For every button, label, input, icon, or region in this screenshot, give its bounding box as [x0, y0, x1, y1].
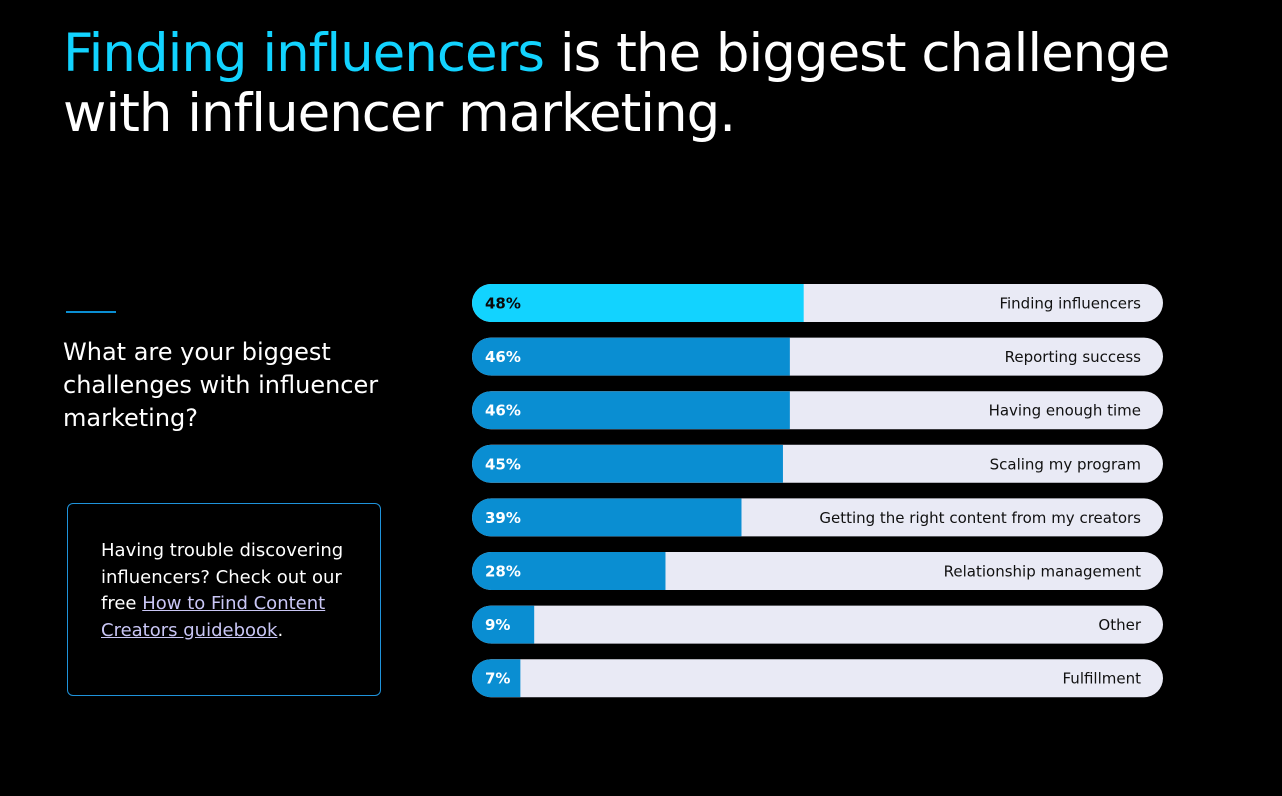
bar [472, 337, 790, 376]
category-label: Relationship management [944, 563, 1141, 581]
category-label: Finding influencers [999, 295, 1141, 313]
title-highlight: Finding influencers [63, 23, 545, 84]
category-label: Having enough time [989, 402, 1141, 420]
bar [472, 605, 535, 644]
title-block: Finding influencers is the biggest chall… [63, 24, 1213, 144]
value-label: 7% [485, 670, 510, 688]
value-label: 28% [485, 563, 521, 581]
bar [472, 659, 521, 698]
value-label: 46% [485, 402, 521, 420]
callout-end: . [277, 619, 284, 641]
category-label: Other [1098, 616, 1141, 634]
bar [472, 498, 742, 537]
category-label: Getting the right content from my creato… [819, 509, 1141, 527]
guidebook-link[interactable]: How to Find Content Creators guidebook [101, 593, 326, 641]
accent-rule [66, 311, 116, 313]
value-label: 45% [485, 455, 521, 473]
category-label: Scaling my program [990, 455, 1141, 473]
bar [472, 391, 790, 430]
bar [472, 444, 783, 483]
value-label: 39% [485, 509, 521, 527]
chart-title: is the biggest challenge with influencer… [63, 23, 1171, 144]
value-label: 46% [485, 348, 521, 366]
callout-box: Having trouble discovering influencers? … [67, 503, 381, 696]
value-label: 9% [485, 616, 510, 634]
bar-track [472, 659, 1163, 698]
question: What are your biggest challenges with in… [63, 338, 379, 432]
category-label: Reporting success [1005, 348, 1142, 366]
bar [472, 284, 804, 322]
value-label: 48% [485, 295, 521, 313]
bar-track [472, 605, 1163, 644]
callout-text: Having trouble discovering influencers? … [101, 540, 344, 614]
category-label: Fulfillment [1063, 670, 1142, 688]
bar [472, 552, 666, 590]
